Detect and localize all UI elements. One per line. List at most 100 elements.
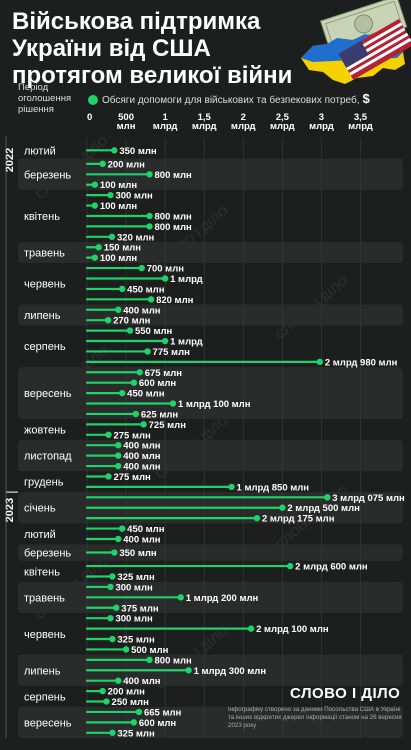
data-label: 350 млн xyxy=(119,146,157,157)
data-point xyxy=(247,625,255,632)
month-label: квітень xyxy=(24,566,60,578)
data-point xyxy=(140,421,147,428)
legend-swatch-icon xyxy=(88,95,98,106)
month-label: липень xyxy=(24,310,61,322)
month-band xyxy=(18,367,403,420)
x-tick-label: 2,5 xyxy=(276,112,290,123)
data-label: 300 млн xyxy=(115,614,153,625)
data-label: 1 млрд 300 млн xyxy=(194,666,267,677)
data-label: 1 млрд xyxy=(170,274,203,285)
x-tick-label: 0 xyxy=(87,112,92,123)
month-label: серпень xyxy=(24,341,66,353)
month-label: квітень xyxy=(24,211,60,223)
data-point xyxy=(146,223,153,230)
month-label: жовтень xyxy=(24,425,66,437)
month-band xyxy=(18,304,403,326)
data-label: 550 млн xyxy=(135,326,173,337)
data-point xyxy=(169,400,177,407)
data-label: 275 млн xyxy=(113,430,151,441)
data-point xyxy=(91,181,99,188)
data-point xyxy=(107,191,114,199)
data-point xyxy=(115,452,122,459)
month-band xyxy=(18,654,403,686)
data-point xyxy=(138,264,145,272)
data-point xyxy=(91,202,99,209)
data-label: 725 млн xyxy=(149,420,187,431)
data-label: 200 млн xyxy=(108,159,146,170)
data-point xyxy=(103,698,110,705)
period-header-line: рішення xyxy=(18,104,54,115)
month-label: листопад xyxy=(24,451,72,463)
data-point xyxy=(108,233,116,241)
period-header-line: Період xyxy=(18,82,49,93)
data-label: 400 млн xyxy=(123,534,161,545)
data-point xyxy=(161,337,169,345)
data-label: 1 млрд 100 млн xyxy=(178,399,251,410)
data-label: 250 млн xyxy=(112,697,150,708)
x-tick-label: 1 xyxy=(162,112,168,123)
data-point xyxy=(115,677,122,684)
data-label: 320 млн xyxy=(117,232,155,243)
data-label: 1 млрд 200 млн xyxy=(186,593,259,604)
data-label: 665 млн xyxy=(144,707,182,718)
year-label: 2023 xyxy=(4,498,16,522)
data-point xyxy=(109,635,116,643)
data-label: 2 млрд 100 млн xyxy=(256,624,329,635)
month-label: червень xyxy=(24,629,66,641)
data-point xyxy=(95,244,102,251)
data-label: 1 млрд 850 млн xyxy=(237,482,310,493)
month-band xyxy=(18,158,403,190)
x-tick-label: 3,5 xyxy=(354,112,368,123)
data-label: 2 млрд 600 млн xyxy=(295,562,368,573)
data-point xyxy=(130,379,138,386)
data-label: 820 млн xyxy=(156,295,194,306)
us-flag-icon xyxy=(338,18,411,80)
data-label: 600 млн xyxy=(139,378,177,389)
month-label: вересень xyxy=(24,388,72,400)
month-label: травень xyxy=(24,592,65,604)
data-point xyxy=(111,549,118,556)
month-label: січень xyxy=(24,503,56,515)
month-label: лютий xyxy=(24,145,56,157)
source-note: Інфографіку створено за даними Посольств… xyxy=(228,706,402,729)
month-band xyxy=(18,242,403,263)
period-header-line: оголошення xyxy=(18,93,72,104)
data-label: 350 млн xyxy=(119,548,157,559)
x-tick-label: млрд xyxy=(309,121,334,132)
x-tick-label: млрд xyxy=(348,121,373,132)
data-label: 2 млрд 500 млн xyxy=(287,503,360,514)
data-point xyxy=(146,656,153,664)
x-tick-label: 3 xyxy=(319,112,324,123)
data-point xyxy=(109,573,116,580)
data-point xyxy=(118,285,126,293)
data-label: 400 млн xyxy=(123,305,161,316)
data-label: 325 млн xyxy=(117,572,155,583)
data-label: 400 млн xyxy=(123,462,161,473)
month-label: червень xyxy=(24,279,66,291)
data-point xyxy=(109,729,116,736)
data-label: 2 млрд 175 млн xyxy=(262,514,335,525)
data-label: 150 млн xyxy=(104,243,142,254)
data-point xyxy=(144,348,151,355)
data-point xyxy=(316,358,324,366)
data-point xyxy=(107,614,114,622)
data-label: 800 млн xyxy=(155,222,193,233)
data-label: 100 млн xyxy=(100,253,138,264)
data-point xyxy=(99,687,106,695)
flag-map-illustration xyxy=(301,0,411,84)
month-label: травень xyxy=(24,247,65,259)
data-label: 270 млн xyxy=(113,316,151,327)
data-label: 275 млн xyxy=(113,472,151,483)
data-point xyxy=(279,504,286,511)
data-label: 625 млн xyxy=(141,409,179,420)
chart-legend: Обсяги допомоги для військових та безпек… xyxy=(88,91,370,106)
data-label: 400 млн xyxy=(123,676,161,687)
data-point xyxy=(122,646,130,653)
data-point xyxy=(107,583,114,591)
data-point xyxy=(286,562,294,570)
month-label: серпень xyxy=(24,691,66,703)
month-band xyxy=(18,581,403,613)
data-label: 325 млн xyxy=(117,728,155,739)
data-label: 2 млрд 980 млн xyxy=(325,357,398,368)
